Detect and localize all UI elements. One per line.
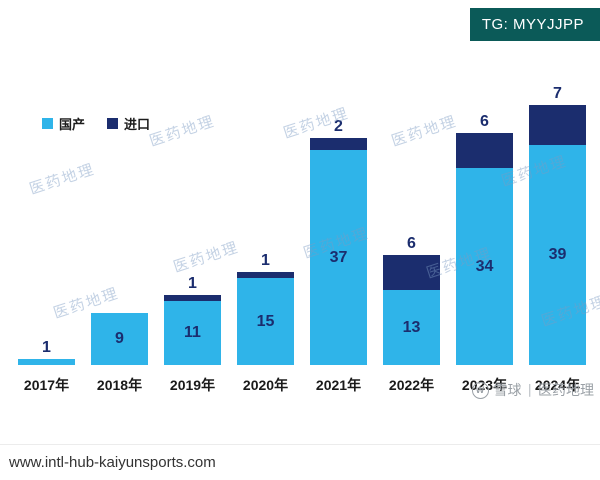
legend-swatch xyxy=(42,118,53,129)
bar-stack: 7 39 xyxy=(529,86,586,365)
x-axis-label: 2018年 xyxy=(96,377,143,393)
bar-group: 1 15 2020年 xyxy=(229,86,302,396)
bar-top-value: 6 xyxy=(480,113,489,130)
bar-inside-value: 39 xyxy=(548,245,567,263)
chart-area: 1 2017年 9 2018年 1 11 2019年 1 15 2020年 2 37 2021年 6 13 2… xyxy=(10,86,594,396)
bar-inside-value: 11 xyxy=(184,324,201,341)
bar-segment-domestic: 34 xyxy=(456,168,513,365)
x-axis-label: 2022年 xyxy=(388,377,435,393)
bar-inside-value: 34 xyxy=(475,257,494,275)
bar-segment-domestic: 9 xyxy=(91,313,148,365)
brand-watermark-separator: ∣ xyxy=(526,382,534,397)
legend-item: 国产 xyxy=(42,114,85,133)
bar-inside-value: 37 xyxy=(329,248,348,266)
bar-segment-domestic: 39 xyxy=(529,144,586,365)
brand-watermark-secondary: 医药地理 xyxy=(538,382,594,398)
bar-segment-domestic: 13 xyxy=(383,290,440,365)
bar-segment-imported xyxy=(383,255,440,290)
brand-watermark: W 雪球 ∣ 医药地理 xyxy=(471,380,594,400)
bar-top-value: 6 xyxy=(407,235,416,252)
legend-label: 进口 xyxy=(124,117,151,132)
bar-stack: 1 15 xyxy=(237,86,294,365)
bar-segment-imported xyxy=(456,133,513,168)
bar-segment-domestic: 37 xyxy=(310,150,367,365)
bar-top-value: 1 xyxy=(261,252,270,269)
bar-segment-imported xyxy=(164,295,221,301)
bar-group: 9 2018年 xyxy=(83,86,156,396)
bar-inside-value: 9 xyxy=(115,330,124,347)
bar-group: 6 13 2022年 xyxy=(375,86,448,396)
bar-top-value: 2 xyxy=(334,118,343,135)
bar-segment-domestic: 15 xyxy=(237,278,294,365)
bar-top-value: 1 xyxy=(42,339,51,356)
bar-inside-value: 13 xyxy=(402,318,421,336)
bar-segment-domestic: 11 xyxy=(164,301,221,365)
footer-url-bar: www.intl-hub-kaiyunsports.com xyxy=(0,444,600,480)
legend-swatch xyxy=(107,118,119,129)
bar-segment-imported xyxy=(237,272,294,278)
bar-inside-value: 15 xyxy=(256,312,275,330)
bar-stack: 1 xyxy=(18,86,75,365)
x-axis-label: 2021年 xyxy=(315,377,362,393)
legend-label: 国产 xyxy=(59,117,86,132)
brand-watermark-name: 雪球 xyxy=(493,382,522,398)
circle-w-icon: W xyxy=(471,381,489,399)
bar-top-value: 7 xyxy=(553,85,562,102)
bar-group: 7 39 2024年 xyxy=(521,86,594,396)
bar-group: 6 34 2023年 xyxy=(448,86,521,396)
bar-stack: 6 13 xyxy=(383,86,440,365)
bar-stack: 9 xyxy=(91,86,148,365)
bar-stack: 6 34 xyxy=(456,86,513,365)
bar-top-value: 1 xyxy=(188,275,197,292)
bar-group: 1 11 2019年 xyxy=(156,86,229,396)
x-axis-label: 2019年 xyxy=(169,377,216,393)
bar-segment-imported xyxy=(310,138,367,150)
footer-url-text: www.intl-hub-kaiyunsports.com xyxy=(9,454,216,471)
bar-chart: 1 2017年 9 2018年 1 11 2019年 1 15 2020年 2 37 2021年 6 13 2… xyxy=(10,86,594,396)
x-axis-label: 2017年 xyxy=(23,377,70,393)
x-axis-label: 2020年 xyxy=(242,377,289,393)
legend-item: 进口 xyxy=(107,114,150,133)
x-axis-label: 2024年 xyxy=(534,377,581,393)
tg-badge: TG: MYYJJPP xyxy=(469,8,600,41)
bar-group: 2 37 2021年 xyxy=(302,86,375,396)
bar-group: 1 2017年 xyxy=(10,86,83,396)
bar-segment-imported xyxy=(529,105,586,145)
chart-legend: 国产 进口 xyxy=(42,114,150,133)
bar-stack: 1 11 xyxy=(164,86,221,365)
bar-segment-domestic xyxy=(18,359,75,365)
bar-stack: 2 37 xyxy=(310,86,367,365)
